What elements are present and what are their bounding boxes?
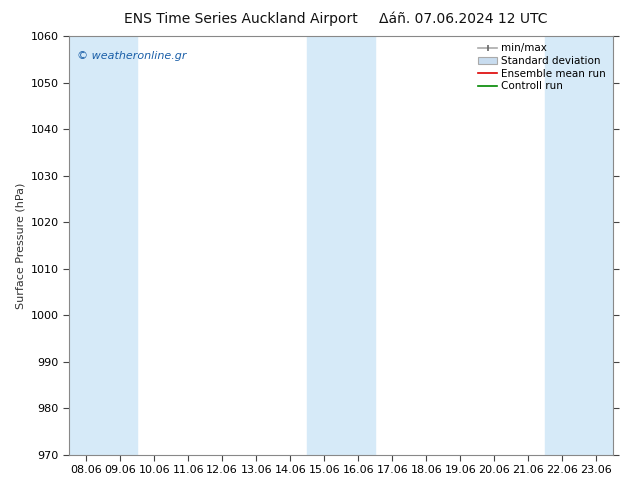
Text: ENS Time Series Auckland Airport: ENS Time Series Auckland Airport — [124, 12, 358, 26]
Legend: min/max, Standard deviation, Ensemble mean run, Controll run: min/max, Standard deviation, Ensemble me… — [476, 41, 608, 93]
Text: © weatheronline.gr: © weatheronline.gr — [77, 51, 187, 61]
Bar — [307, 36, 375, 455]
Text: Δáñ. 07.06.2024 12 UTC: Δáñ. 07.06.2024 12 UTC — [378, 12, 547, 26]
Bar — [69, 36, 137, 455]
Y-axis label: Surface Pressure (hPa): Surface Pressure (hPa) — [15, 182, 25, 309]
Bar — [545, 36, 614, 455]
